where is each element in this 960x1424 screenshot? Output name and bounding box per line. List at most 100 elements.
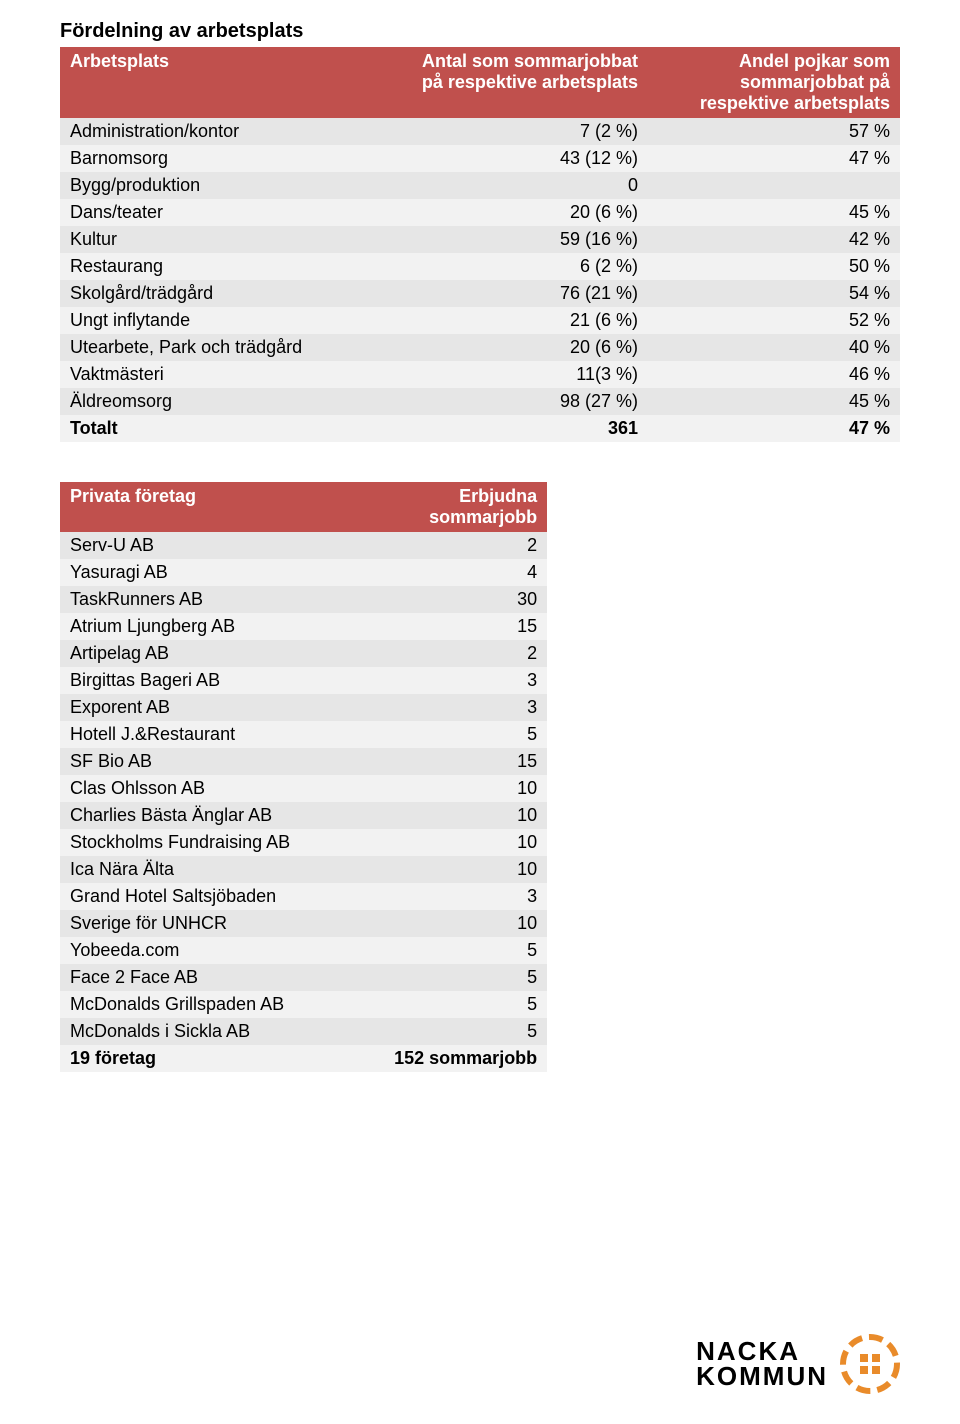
- table-row: Kultur59 (16 %)42 %: [60, 226, 900, 253]
- table-cell: 52 %: [648, 307, 900, 334]
- nacka-kommun-logo: NACKA KOMMUN: [696, 1334, 900, 1394]
- table-cell: 10: [377, 910, 548, 937]
- table-cell: Artipelag AB: [60, 640, 377, 667]
- table-cell: Atrium Ljungberg AB: [60, 613, 377, 640]
- table-cell: Yasuragi AB: [60, 559, 377, 586]
- table-cell: 54 %: [648, 280, 900, 307]
- table-row: Exporent AB3: [60, 694, 547, 721]
- table-cell: 5: [377, 721, 548, 748]
- table-cell: 152 sommarjobb: [377, 1045, 548, 1072]
- t1-col2: Antal som sommarjobbat på respektive arb…: [396, 47, 648, 118]
- table-row: Grand Hotel Saltsjöbaden3: [60, 883, 547, 910]
- table-cell: Face 2 Face AB: [60, 964, 377, 991]
- table-cell: Kultur: [60, 226, 396, 253]
- table-cell: 45 %: [648, 388, 900, 415]
- table-row: Dans/teater20 (6 %)45 %: [60, 199, 900, 226]
- table-cell: 10: [377, 802, 548, 829]
- table-cell: McDonalds i Sickla AB: [60, 1018, 377, 1045]
- table-cell: 45 %: [648, 199, 900, 226]
- private-companies-table: Privata företag Erbjudna sommarjobb Serv…: [60, 482, 547, 1072]
- table-cell: 3: [377, 883, 548, 910]
- table-cell: 10: [377, 856, 548, 883]
- table-cell: 361: [396, 415, 648, 442]
- table-cell: Exporent AB: [60, 694, 377, 721]
- table-cell: 15: [377, 748, 548, 775]
- table-cell: Vaktmästeri: [60, 361, 396, 388]
- table-cell: 46 %: [648, 361, 900, 388]
- table-cell: 6 (2 %): [396, 253, 648, 280]
- table-cell: 15: [377, 613, 548, 640]
- table-row: Artipelag AB2: [60, 640, 547, 667]
- table-row: Yasuragi AB4: [60, 559, 547, 586]
- table-cell: SF Bio AB: [60, 748, 377, 775]
- t2-col1: Privata företag: [60, 482, 377, 532]
- table-row: SF Bio AB15: [60, 748, 547, 775]
- table-cell: 98 (27 %): [396, 388, 648, 415]
- table-total-row: 19 företag152 sommarjobb: [60, 1045, 547, 1072]
- table-cell: 2: [377, 640, 548, 667]
- table-cell: 7 (2 %): [396, 118, 648, 145]
- table-cell: Charlies Bästa Änglar AB: [60, 802, 377, 829]
- table-cell: 47 %: [648, 145, 900, 172]
- table-cell: Stockholms Fundraising AB: [60, 829, 377, 856]
- table-cell: Clas Ohlsson AB: [60, 775, 377, 802]
- table-cell: McDonalds Grillspaden AB: [60, 991, 377, 1018]
- table-cell: Serv-U AB: [60, 532, 377, 559]
- table-cell: 3: [377, 694, 548, 721]
- table-cell: 5: [377, 964, 548, 991]
- table-row: Hotell J.&Restaurant5: [60, 721, 547, 748]
- table-cell: 50 %: [648, 253, 900, 280]
- table-cell: 5: [377, 937, 548, 964]
- table-cell: 76 (21 %): [396, 280, 648, 307]
- table-row: Vaktmästeri11(3 %)46 %: [60, 361, 900, 388]
- table-cell: 11(3 %): [396, 361, 648, 388]
- table-cell: Äldreomsorg: [60, 388, 396, 415]
- table-cell: Dans/teater: [60, 199, 396, 226]
- table-row: Restaurang6 (2 %)50 %: [60, 253, 900, 280]
- table-cell: 21 (6 %): [396, 307, 648, 334]
- table-row: Charlies Bästa Änglar AB10: [60, 802, 547, 829]
- table-row: Ica Nära Älta10: [60, 856, 547, 883]
- table-row: Äldreomsorg98 (27 %)45 %: [60, 388, 900, 415]
- table-row: Stockholms Fundraising AB10: [60, 829, 547, 856]
- table-cell: Ungt inflytande: [60, 307, 396, 334]
- table-cell: 4: [377, 559, 548, 586]
- table-cell: 30: [377, 586, 548, 613]
- table-row: Barnomsorg43 (12 %)47 %: [60, 145, 900, 172]
- table-cell: [648, 172, 900, 199]
- table-row: Birgittas Bageri AB3: [60, 667, 547, 694]
- table-row: Yobeeda.com5: [60, 937, 547, 964]
- logo-mark-icon: [840, 1334, 900, 1394]
- table-cell: Ica Nära Älta: [60, 856, 377, 883]
- table-cell: Barnomsorg: [60, 145, 396, 172]
- table-cell: 10: [377, 775, 548, 802]
- table-cell: 3: [377, 667, 548, 694]
- table-row: Ungt inflytande21 (6 %)52 %: [60, 307, 900, 334]
- table-row: Face 2 Face AB5: [60, 964, 547, 991]
- table-row: Bygg/produktion0: [60, 172, 900, 199]
- table-cell: 5: [377, 991, 548, 1018]
- table-row: Serv-U AB2: [60, 532, 547, 559]
- table-row: McDonalds i Sickla AB5: [60, 1018, 547, 1045]
- table-row: Administration/kontor7 (2 %)57 %: [60, 118, 900, 145]
- page-title: Fördelning av arbetsplats: [60, 20, 900, 43]
- table-row: TaskRunners AB30: [60, 586, 547, 613]
- table-row: Sverige för UNHCR10: [60, 910, 547, 937]
- table-cell: Restaurang: [60, 253, 396, 280]
- table-row: Utearbete, Park och trädgård20 (6 %)40 %: [60, 334, 900, 361]
- table-cell: Sverige för UNHCR: [60, 910, 377, 937]
- table-cell: 43 (12 %): [396, 145, 648, 172]
- table-cell: Utearbete, Park och trädgård: [60, 334, 396, 361]
- t1-col3: Andel pojkar som sommarjobbat på respekt…: [648, 47, 900, 118]
- t1-col1: Arbetsplats: [60, 47, 396, 118]
- table-cell: TaskRunners AB: [60, 586, 377, 613]
- table-cell: Hotell J.&Restaurant: [60, 721, 377, 748]
- table-cell: Birgittas Bageri AB: [60, 667, 377, 694]
- table-cell: Totalt: [60, 415, 396, 442]
- table-cell: 47 %: [648, 415, 900, 442]
- table-cell: Bygg/produktion: [60, 172, 396, 199]
- table-cell: Grand Hotel Saltsjöbaden: [60, 883, 377, 910]
- table-total-row: Totalt36147 %: [60, 415, 900, 442]
- table-cell: 57 %: [648, 118, 900, 145]
- table-cell: 20 (6 %): [396, 199, 648, 226]
